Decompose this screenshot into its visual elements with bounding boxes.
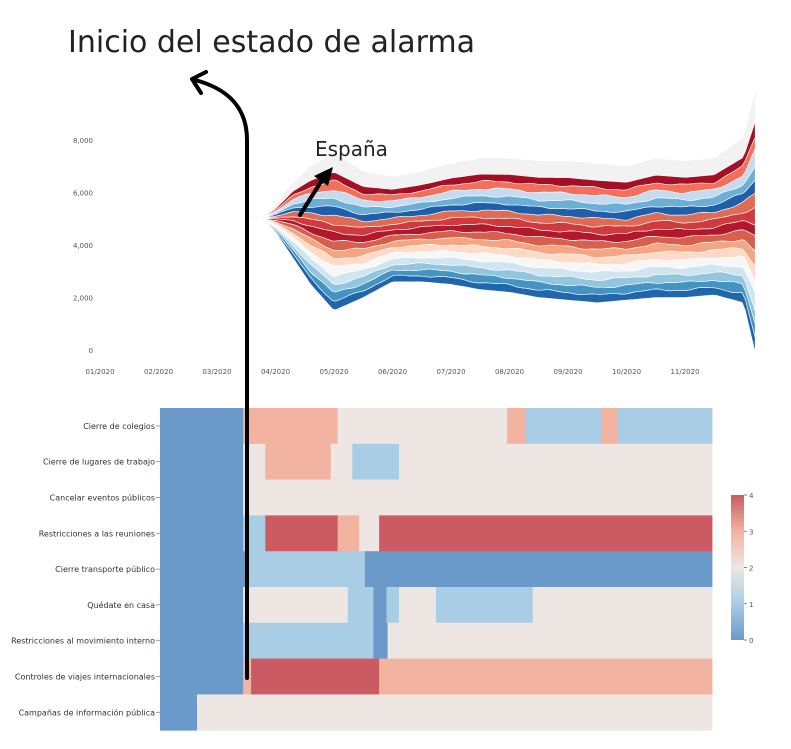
x-tick-label: 08/2020 bbox=[495, 368, 524, 376]
y-tick-label: 6,000 bbox=[73, 190, 93, 198]
y-axis: 0 2,000 4,000 6,000 8,000 bbox=[73, 137, 93, 355]
heatmap-row-label: Quédate en casa bbox=[87, 600, 155, 610]
x-axis: 01/2020 02/2020 03/2020 04/2020 05/2020 06/20… bbox=[85, 368, 699, 376]
heatmap-cell bbox=[364, 551, 713, 588]
heatmap-cell bbox=[359, 515, 380, 552]
colorbar-gradient bbox=[731, 495, 744, 640]
heatmap-cell bbox=[379, 658, 713, 695]
heatmap-row-labels: Cierre de colegios Cierre de lugares de t… bbox=[11, 422, 160, 717]
event-arrowhead bbox=[190, 70, 208, 95]
heatmap-cell bbox=[245, 551, 366, 588]
annotation-country: España bbox=[315, 137, 388, 161]
y-tick-label: 8,000 bbox=[73, 137, 93, 145]
heatmap-cell bbox=[243, 408, 338, 445]
heatmap bbox=[160, 408, 713, 731]
heatmap-cell bbox=[160, 515, 244, 552]
heatmap-row-label: Cierre transporte público bbox=[55, 565, 155, 574]
heatmap-row-label: Campañas de información pública bbox=[19, 707, 156, 717]
heatmap-cell bbox=[160, 551, 244, 588]
heatmap-cell bbox=[243, 587, 349, 624]
colorbar-tick-label: 0 bbox=[749, 637, 753, 645]
heatmap-cell bbox=[352, 443, 400, 480]
heatmap-cell bbox=[160, 587, 244, 624]
heatmap-cell bbox=[373, 587, 387, 624]
heatmap-cell bbox=[251, 658, 380, 695]
heatmap-cell bbox=[160, 622, 244, 659]
x-tick-label: 01/2020 bbox=[85, 368, 114, 376]
heatmap-cell bbox=[265, 515, 338, 552]
heatmap-row-label: Restricciones a las reuniones bbox=[39, 529, 155, 538]
heatmap-cell bbox=[243, 479, 713, 516]
heatmap-cell bbox=[243, 622, 374, 659]
x-tick-label: 02/2020 bbox=[144, 368, 173, 376]
heatmap-cell bbox=[160, 408, 244, 445]
annotation-title: Inicio del estado de alarma bbox=[68, 25, 475, 60]
heatmap-cell bbox=[399, 587, 437, 624]
heatmap-cell bbox=[160, 658, 244, 695]
annotation-arrowhead bbox=[314, 167, 333, 186]
x-tick-label: 04/2020 bbox=[261, 368, 290, 376]
country-annotation: España bbox=[298, 137, 388, 217]
heatmap-cell bbox=[525, 408, 602, 445]
heatmap-cell bbox=[618, 408, 713, 445]
x-tick-label: 06/2020 bbox=[378, 368, 407, 376]
heatmap-row-label: Cancelar eventos públicos bbox=[50, 494, 155, 503]
heatmap-cell bbox=[379, 515, 713, 552]
heatmap-cell bbox=[347, 587, 374, 624]
x-tick-label: 10/2020 bbox=[612, 368, 641, 376]
heatmap-cell bbox=[337, 408, 508, 445]
event-arrow bbox=[190, 70, 249, 680]
heatmap-cell bbox=[160, 479, 244, 516]
colorbar-tick-label: 2 bbox=[749, 565, 753, 573]
x-tick-label: 05/2020 bbox=[319, 368, 348, 376]
heatmap-row-label: Cierre de lugares de trabajo bbox=[43, 458, 155, 467]
heatmap-cell bbox=[386, 587, 400, 624]
heatmap-cell bbox=[436, 587, 534, 624]
heatmap-cell bbox=[399, 443, 713, 480]
heatmap-cell bbox=[507, 408, 526, 445]
colorbar-tick-label: 3 bbox=[749, 528, 753, 536]
heatmap-cell bbox=[601, 408, 619, 445]
colorbar: 0 1 2 3 4 bbox=[731, 492, 754, 645]
x-tick-label: 07/2020 bbox=[436, 368, 465, 376]
heatmap-cell bbox=[265, 443, 332, 480]
heatmap-cell bbox=[243, 551, 246, 588]
heatmap-cell bbox=[337, 515, 360, 552]
x-tick-label: 03/2020 bbox=[202, 368, 231, 376]
heatmap-cell bbox=[373, 622, 388, 659]
heatmap-cell bbox=[387, 622, 713, 659]
stream-area-chart bbox=[100, 90, 756, 353]
heatmap-cell bbox=[160, 694, 198, 731]
heatmap-row-label: Restricciones al movimiento interno bbox=[11, 637, 155, 646]
heatmap-cell bbox=[197, 694, 713, 731]
colorbar-tick-label: 1 bbox=[749, 601, 753, 609]
y-tick-label: 0 bbox=[89, 347, 93, 355]
heatmap-cell bbox=[160, 443, 244, 480]
colorbar-tick-label: 4 bbox=[749, 492, 754, 500]
y-tick-label: 4,000 bbox=[73, 242, 93, 250]
event-arrow-line bbox=[193, 78, 249, 680]
heatmap-row-label: Cierre de colegios bbox=[83, 422, 155, 431]
x-tick-label: 11/2020 bbox=[670, 368, 699, 376]
heatmap-cell bbox=[532, 587, 713, 624]
heatmap-row-label: Controles de viajes internacionales bbox=[15, 673, 155, 682]
x-tick-label: 09/2020 bbox=[553, 368, 582, 376]
y-tick-label: 2,000 bbox=[73, 295, 93, 303]
annotation-arrow-line bbox=[298, 178, 324, 217]
heatmap-cell bbox=[330, 443, 353, 480]
